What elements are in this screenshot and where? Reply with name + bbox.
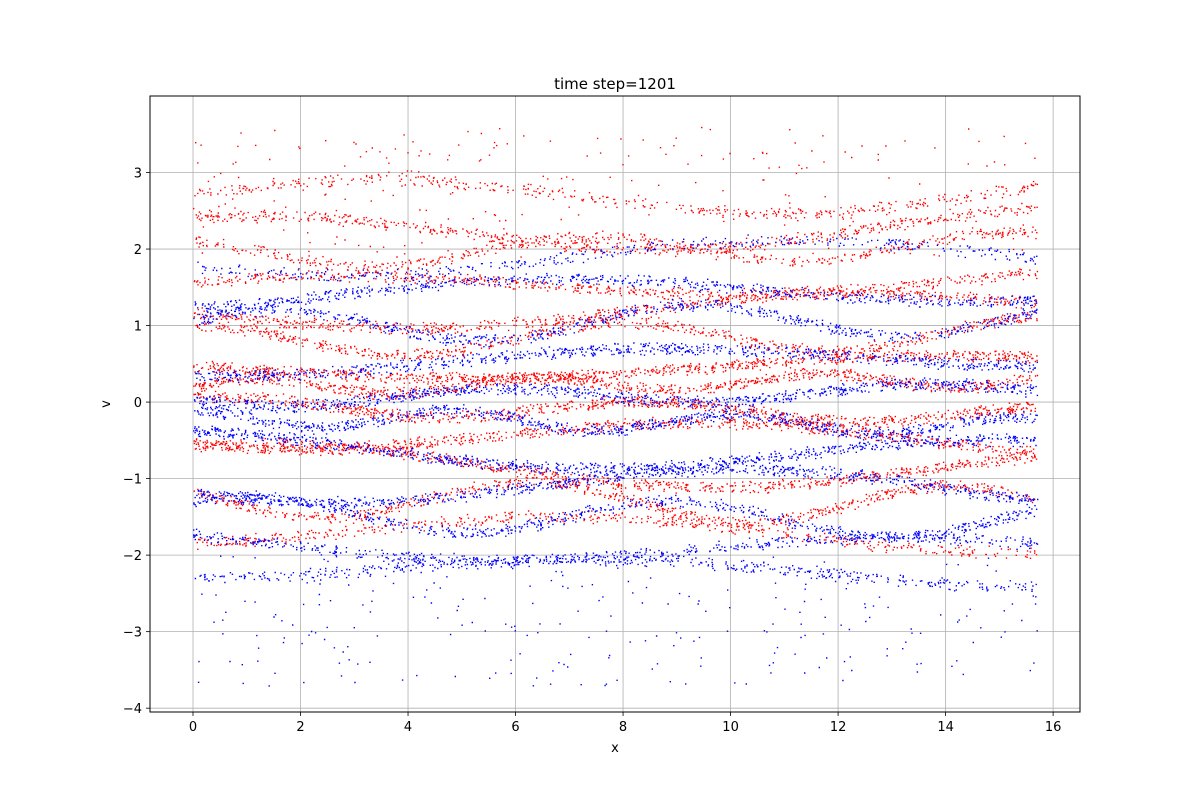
x-tick-label: 2 [296, 720, 304, 735]
x-tick-label: 14 [937, 720, 954, 735]
x-tick-label: 4 [404, 720, 412, 735]
chart-title: time step=1201 [554, 75, 676, 93]
y-tick-label: 3 [134, 167, 142, 182]
y-tick-label: −4 [123, 702, 142, 717]
x-axis: 0 2 4 6 8 10 12 14 16 [189, 712, 1062, 735]
y-tick-label: 1 [134, 320, 142, 335]
y-tick-label: 0 [134, 396, 142, 411]
scatter-markers [193, 126, 1039, 560]
y-tick-label: 2 [134, 243, 142, 258]
y-axis-label: v [99, 400, 114, 408]
x-tick-label: 16 [1045, 720, 1062, 735]
x-tick-label: 12 [830, 720, 847, 735]
axes-frame [149, 95, 1081, 713]
series-red [193, 126, 1039, 560]
y-tick-label: −1 [123, 473, 142, 488]
y-axis: −4 −3 −2 −1 0 1 2 3 [123, 167, 150, 717]
x-tick-label: 6 [511, 720, 519, 735]
scatter-points [193, 126, 1039, 687]
grid [150, 96, 1080, 712]
y-tick-label: −2 [123, 549, 142, 564]
x-tick-label: 0 [189, 720, 197, 735]
x-tick-label: 10 [722, 720, 739, 735]
x-axis-label: x [611, 741, 619, 756]
x-tick-label: 8 [619, 720, 627, 735]
y-tick-label: −3 [123, 626, 142, 641]
